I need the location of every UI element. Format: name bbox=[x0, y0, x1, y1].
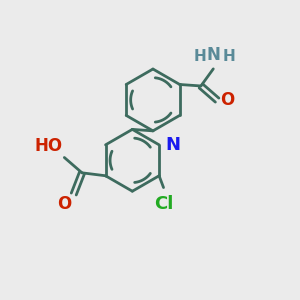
Text: H: H bbox=[193, 49, 206, 64]
Text: Cl: Cl bbox=[154, 195, 173, 213]
Text: O: O bbox=[220, 91, 234, 109]
Text: O: O bbox=[57, 196, 71, 214]
Text: HO: HO bbox=[35, 136, 63, 154]
Text: H: H bbox=[223, 49, 236, 64]
Text: N: N bbox=[207, 46, 221, 64]
Text: N: N bbox=[165, 136, 180, 154]
